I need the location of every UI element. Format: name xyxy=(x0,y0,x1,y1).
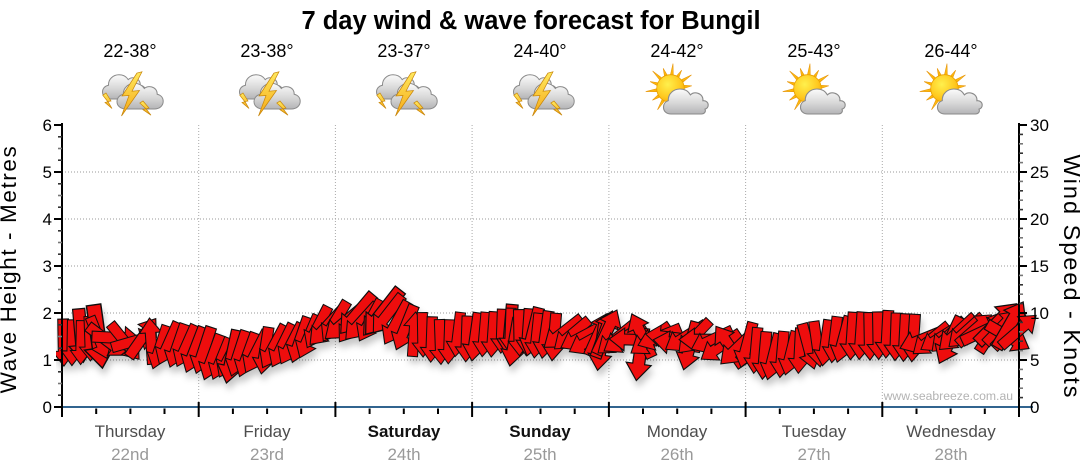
svg-text:4: 4 xyxy=(43,210,52,229)
svg-text:10: 10 xyxy=(1030,304,1049,323)
svg-text:7 day wind & wave forecast for: 7 day wind & wave forecast for Bungil xyxy=(301,7,760,35)
svg-text:22nd: 22nd xyxy=(111,445,149,464)
svg-text:1: 1 xyxy=(43,351,52,370)
svg-text:28th: 28th xyxy=(934,445,967,464)
svg-text:25: 25 xyxy=(1030,163,1049,182)
svg-text:24th: 24th xyxy=(387,445,420,464)
svg-text:2: 2 xyxy=(43,304,52,323)
svg-text:22-38°: 22-38° xyxy=(103,41,156,61)
svg-text:Wednesday: Wednesday xyxy=(906,422,996,441)
svg-text:26-44°: 26-44° xyxy=(924,41,977,61)
svg-text:25-43°: 25-43° xyxy=(787,41,840,61)
svg-text:5: 5 xyxy=(43,163,52,182)
svg-text:Saturday: Saturday xyxy=(368,422,441,441)
svg-text:23rd: 23rd xyxy=(250,445,284,464)
svg-text:Sunday: Sunday xyxy=(509,422,571,441)
svg-text:Tuesday: Tuesday xyxy=(782,422,847,441)
svg-text:30: 30 xyxy=(1030,116,1049,135)
svg-text:www.seabreeze.com.au: www.seabreeze.com.au xyxy=(883,389,1013,403)
svg-text:3: 3 xyxy=(43,257,52,276)
svg-text:Thursday: Thursday xyxy=(95,422,166,441)
svg-text:20: 20 xyxy=(1030,210,1049,229)
svg-text:0: 0 xyxy=(1030,398,1039,417)
svg-text:Friday: Friday xyxy=(243,422,291,441)
svg-text:25th: 25th xyxy=(523,445,556,464)
svg-text:23-38°: 23-38° xyxy=(240,41,293,61)
svg-text:27th: 27th xyxy=(797,445,830,464)
svg-text:24-42°: 24-42° xyxy=(650,41,703,61)
svg-text:23-37°: 23-37° xyxy=(377,41,430,61)
svg-text:Wind Speed - Knots: Wind Speed - Knots xyxy=(1059,155,1080,400)
svg-text:15: 15 xyxy=(1030,257,1049,276)
svg-text:26th: 26th xyxy=(660,445,693,464)
svg-text:5: 5 xyxy=(1030,351,1039,370)
svg-text:Monday: Monday xyxy=(647,422,708,441)
svg-text:0: 0 xyxy=(43,398,52,417)
svg-text:24-40°: 24-40° xyxy=(513,41,566,61)
svg-text:6: 6 xyxy=(43,116,52,135)
svg-text:Wave Height - Metres: Wave Height - Metres xyxy=(0,145,21,394)
